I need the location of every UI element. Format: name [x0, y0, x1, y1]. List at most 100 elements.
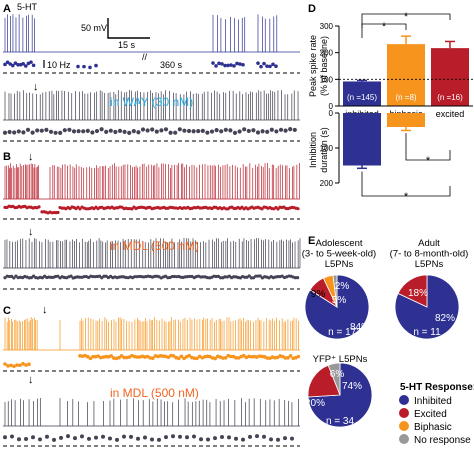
d-top-sig-star: *	[382, 21, 387, 33]
rate-point	[205, 130, 210, 135]
rate-point	[112, 356, 116, 360]
rate-point	[143, 435, 147, 440]
rate-scale-label: 10 Hz	[47, 60, 71, 70]
rate-point	[148, 356, 152, 360]
rate-point	[229, 354, 233, 359]
rate-point	[102, 274, 106, 278]
rate-point	[6, 364, 10, 368]
rate-point	[16, 62, 20, 67]
rate-point	[94, 128, 100, 134]
rate-point	[223, 127, 228, 132]
panel-c-letter: C	[3, 305, 11, 317]
rate-point	[206, 437, 210, 442]
rate-point	[131, 129, 136, 134]
rate-point	[200, 128, 205, 133]
d-bottom-sig-bracket	[361, 171, 451, 197]
pie-title: Adult (7- to 8-month-old) L5PNs	[390, 238, 469, 270]
rate-point	[171, 354, 176, 358]
rate-point	[187, 353, 191, 358]
rate-point	[157, 437, 161, 442]
pie-title-line: Adolescent	[315, 238, 362, 249]
rate-point	[78, 275, 82, 279]
rate-point	[56, 210, 60, 215]
d-top-n-label: (n =8)	[395, 93, 416, 102]
rate-point	[113, 129, 118, 135]
pie-title-line: Adult	[418, 238, 440, 249]
rate-point	[249, 354, 254, 359]
d-bottom-sig-star: *	[404, 191, 409, 203]
rate-point	[276, 275, 280, 279]
rate-point	[12, 364, 16, 368]
rate-point	[232, 130, 238, 135]
rate-point	[241, 437, 245, 442]
trace-a-way	[3, 90, 300, 121]
panel-a-letter: A	[3, 3, 11, 15]
rate-point	[136, 130, 141, 135]
pie-title: YFP⁺ L5PNs	[313, 354, 368, 365]
trace-c-mdl	[3, 398, 300, 427]
d-bottom-bar	[387, 113, 425, 127]
legend-title: 5-HT Response:	[400, 382, 474, 393]
rate-point	[122, 434, 126, 439]
pie-slice-label: 84%	[350, 322, 370, 333]
pie-slice-label: 5%	[332, 295, 347, 306]
d-bottom-bar	[343, 113, 381, 166]
rate-point	[242, 127, 247, 132]
rate-point	[296, 276, 300, 280]
bar-chart-inhibition-duration: 0 100 200 Inhibitionduration (s) * *	[308, 109, 451, 203]
way-label: in WAY (30 nM)	[110, 95, 193, 109]
rate-point	[290, 436, 294, 441]
pie-title-line: L5PNs	[325, 259, 354, 270]
rate-point	[219, 129, 224, 134]
rate-point	[211, 61, 215, 65]
rate-point	[80, 434, 84, 439]
rate-point	[251, 128, 256, 133]
rate-point	[177, 127, 182, 132]
gap-break-icon: //	[142, 52, 148, 62]
pie-slice	[397, 274, 428, 308]
rate-point	[88, 356, 93, 361]
rate-point	[214, 64, 218, 68]
d-top-bar	[343, 81, 381, 106]
pie-slice	[394, 274, 460, 340]
rate-point	[108, 436, 112, 441]
rate-point	[82, 64, 86, 69]
rate-point	[24, 437, 28, 442]
rate-point	[90, 130, 95, 135]
rate-point	[209, 129, 215, 134]
rate-point	[3, 435, 7, 440]
rate-point	[13, 61, 18, 65]
rate-point	[182, 356, 186, 361]
rate-point	[109, 354, 113, 358]
rate-point	[265, 356, 270, 360]
rate-point	[278, 127, 284, 132]
gap-duration-label: 360 s	[160, 60, 183, 70]
rate-point	[117, 355, 121, 360]
rate-point	[24, 64, 28, 68]
d-top-bar	[431, 48, 469, 106]
rate-point	[9, 363, 13, 368]
rate-point	[219, 276, 223, 280]
rate-point	[73, 436, 77, 441]
rate-point	[288, 353, 293, 358]
rate-point	[234, 355, 238, 360]
rate-point	[11, 63, 15, 68]
rate-point	[136, 436, 140, 441]
rate-point	[104, 129, 109, 134]
rate-point	[87, 436, 91, 441]
rate-point	[168, 130, 173, 135]
rate-point	[101, 434, 105, 439]
rate-point	[154, 129, 159, 134]
rate-point	[24, 363, 28, 367]
rate-point	[119, 354, 124, 358]
rate-point	[10, 434, 14, 439]
panel-b-letter: B	[3, 151, 11, 163]
scalebar-voltage: 50 mV	[81, 23, 107, 33]
rate-point	[5, 60, 10, 65]
rate-point	[58, 130, 63, 135]
rate-point	[115, 437, 119, 442]
trace-a-baseline	[3, 14, 300, 53]
d-top-tick-label: 200	[320, 49, 334, 58]
rate-point	[177, 356, 181, 361]
